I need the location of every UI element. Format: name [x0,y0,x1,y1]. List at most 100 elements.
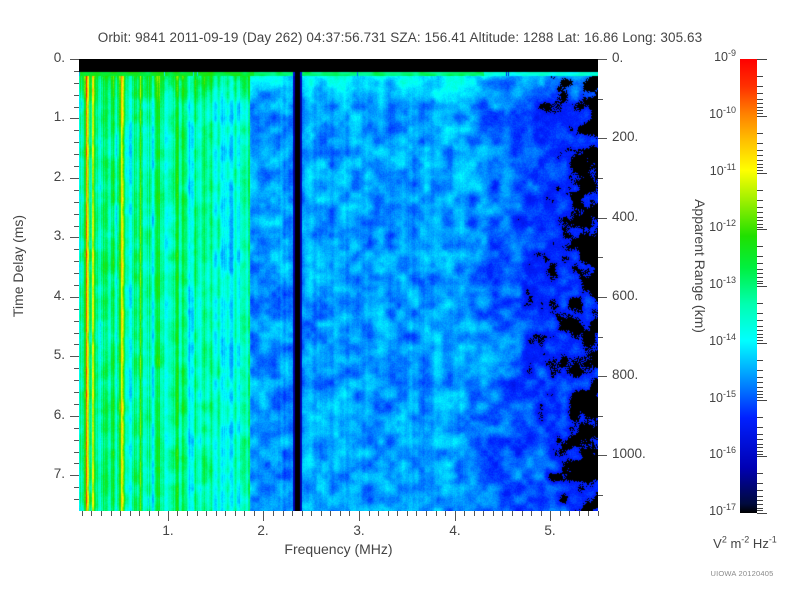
x-axis-tick-label: 5. [544,523,556,538]
x-axis-minor-tick [340,511,341,516]
colorbar-major-tick [757,59,767,60]
y-axis-tick-label: 6. [53,407,65,422]
colorbar-gradient [740,59,757,513]
colorbar-minor-tick [757,434,763,435]
x-axis-major-tick [359,511,360,521]
colorbar-minor-tick [757,340,763,341]
colorbar-tick-label: 10-15 [709,388,736,405]
colorbar-minor-tick [757,283,763,284]
colorbar-tick-label: 10-10 [709,104,736,121]
x-axis-minor-tick [158,511,159,516]
x-axis-major-tick [455,511,456,521]
colorbar-minor-tick [757,510,763,511]
colorbar-minor-tick [757,313,763,314]
colorbar-minor-tick [757,330,763,331]
x-axis-tick-label: 1. [162,523,174,538]
colorbar-minor-tick [757,76,763,77]
x-axis-major-tick [550,511,551,521]
x-axis-major-tick [168,511,169,521]
x-axis-minor-tick [349,511,350,516]
x-axis-minor-tick [187,511,188,516]
colorbar-minor-tick [757,110,763,111]
colorbar-major-tick [757,456,767,457]
y-axis-right-tick-label: 0. [612,50,624,65]
y-axis-right-minor-tick [598,178,603,179]
colorbar-minor-tick [757,155,763,156]
colorbar-minor-tick [757,212,763,213]
colorbar-minor-tick [757,86,763,87]
colorbar-minor-tick [757,200,763,201]
x-axis-minor-tick [541,511,542,516]
colorbar-major-tick [757,229,767,230]
colorbar-minor-tick [757,334,763,335]
colorbar-minor-tick [757,207,763,208]
x-axis-minor-tick [235,511,236,516]
colorbar-minor-tick [757,473,763,474]
x-axis-minor-tick [101,511,102,516]
x-axis-minor-tick [426,511,427,516]
y-axis-right-minor-tick [598,257,603,258]
colorbar-minor-tick [757,397,763,398]
y-axis-right-tick-label: 400. [612,209,639,224]
colorbar-minor-tick [757,360,763,361]
colorbar-minor-tick [757,99,763,100]
x-axis-minor-tick [149,511,150,516]
y-axis-major-tick [70,297,79,298]
colorbar-minor-tick [757,160,763,161]
colorbar-minor-tick [757,320,763,321]
metadata-header: Orbit: 9841 2011-09-19 (Day 262) 04:37:5… [97,30,703,45]
x-axis-title: Frequency (MHz) [284,541,393,557]
x-axis-minor-tick [369,511,370,516]
x-axis-minor-tick [197,511,198,516]
x-axis-minor-tick [397,511,398,516]
colorbar-minor-tick [757,391,763,392]
x-axis-minor-tick [225,511,226,516]
x-axis-minor-tick [378,511,379,516]
y-axis-right-minor-tick [598,99,603,100]
colorbar-major-tick [757,343,767,344]
x-axis-tick-label: 4. [449,523,461,538]
colorbar-minor-tick [757,150,763,151]
spectrogram-canvas [79,59,598,511]
colorbar-minor-tick [757,164,763,165]
colorbar-minor-tick [757,303,763,304]
colorbar-minor-tick [757,220,763,221]
x-axis-minor-tick [416,511,417,516]
colorbar-minor-tick [757,103,763,104]
x-axis-minor-tick [512,511,513,516]
colorbar-minor-tick [757,281,763,282]
y-axis-left-title: Time Delay (ms) [10,214,26,318]
colorbar-tick-label: 10-16 [709,444,736,461]
y-axis-right-minor-tick [598,337,603,338]
colorbar-minor-tick [757,167,763,168]
x-axis-major-tick [263,511,264,521]
colorbar-minor-tick [757,190,763,191]
y-axis-right-tick-label: 800. [612,367,639,382]
y-axis-tick-label: 1. [53,109,65,124]
y-axis-major-tick [70,237,79,238]
credit-label: UIOWA 20120405 [710,569,774,578]
x-axis-minor-tick [464,511,465,516]
y-axis-tick-label: 2. [53,169,65,184]
x-axis-minor-tick [598,511,599,516]
y-axis-tick-label: 0. [53,50,65,65]
colorbar-minor-tick [757,451,763,452]
y-axis-right-major-tick [598,455,607,456]
colorbar-minor-tick [757,337,763,338]
colorbar-minor-tick [757,454,763,455]
y-axis-major-tick [70,118,79,119]
colorbar-minor-tick [757,277,763,278]
x-axis-minor-tick [254,511,255,516]
colorbar-minor-tick [757,273,763,274]
y-axis-tick-label: 3. [53,228,65,243]
y-axis-right-major-tick [598,297,607,298]
x-axis-minor-tick [120,511,121,516]
colorbar-minor-tick [757,256,763,257]
x-axis-minor-tick [522,511,523,516]
colorbar-major-tick [757,116,767,117]
colorbar-minor-tick [757,377,763,378]
colorbar-minor-tick [757,444,763,445]
y-axis-major-tick [70,178,79,179]
colorbar-minor-tick [757,483,763,484]
